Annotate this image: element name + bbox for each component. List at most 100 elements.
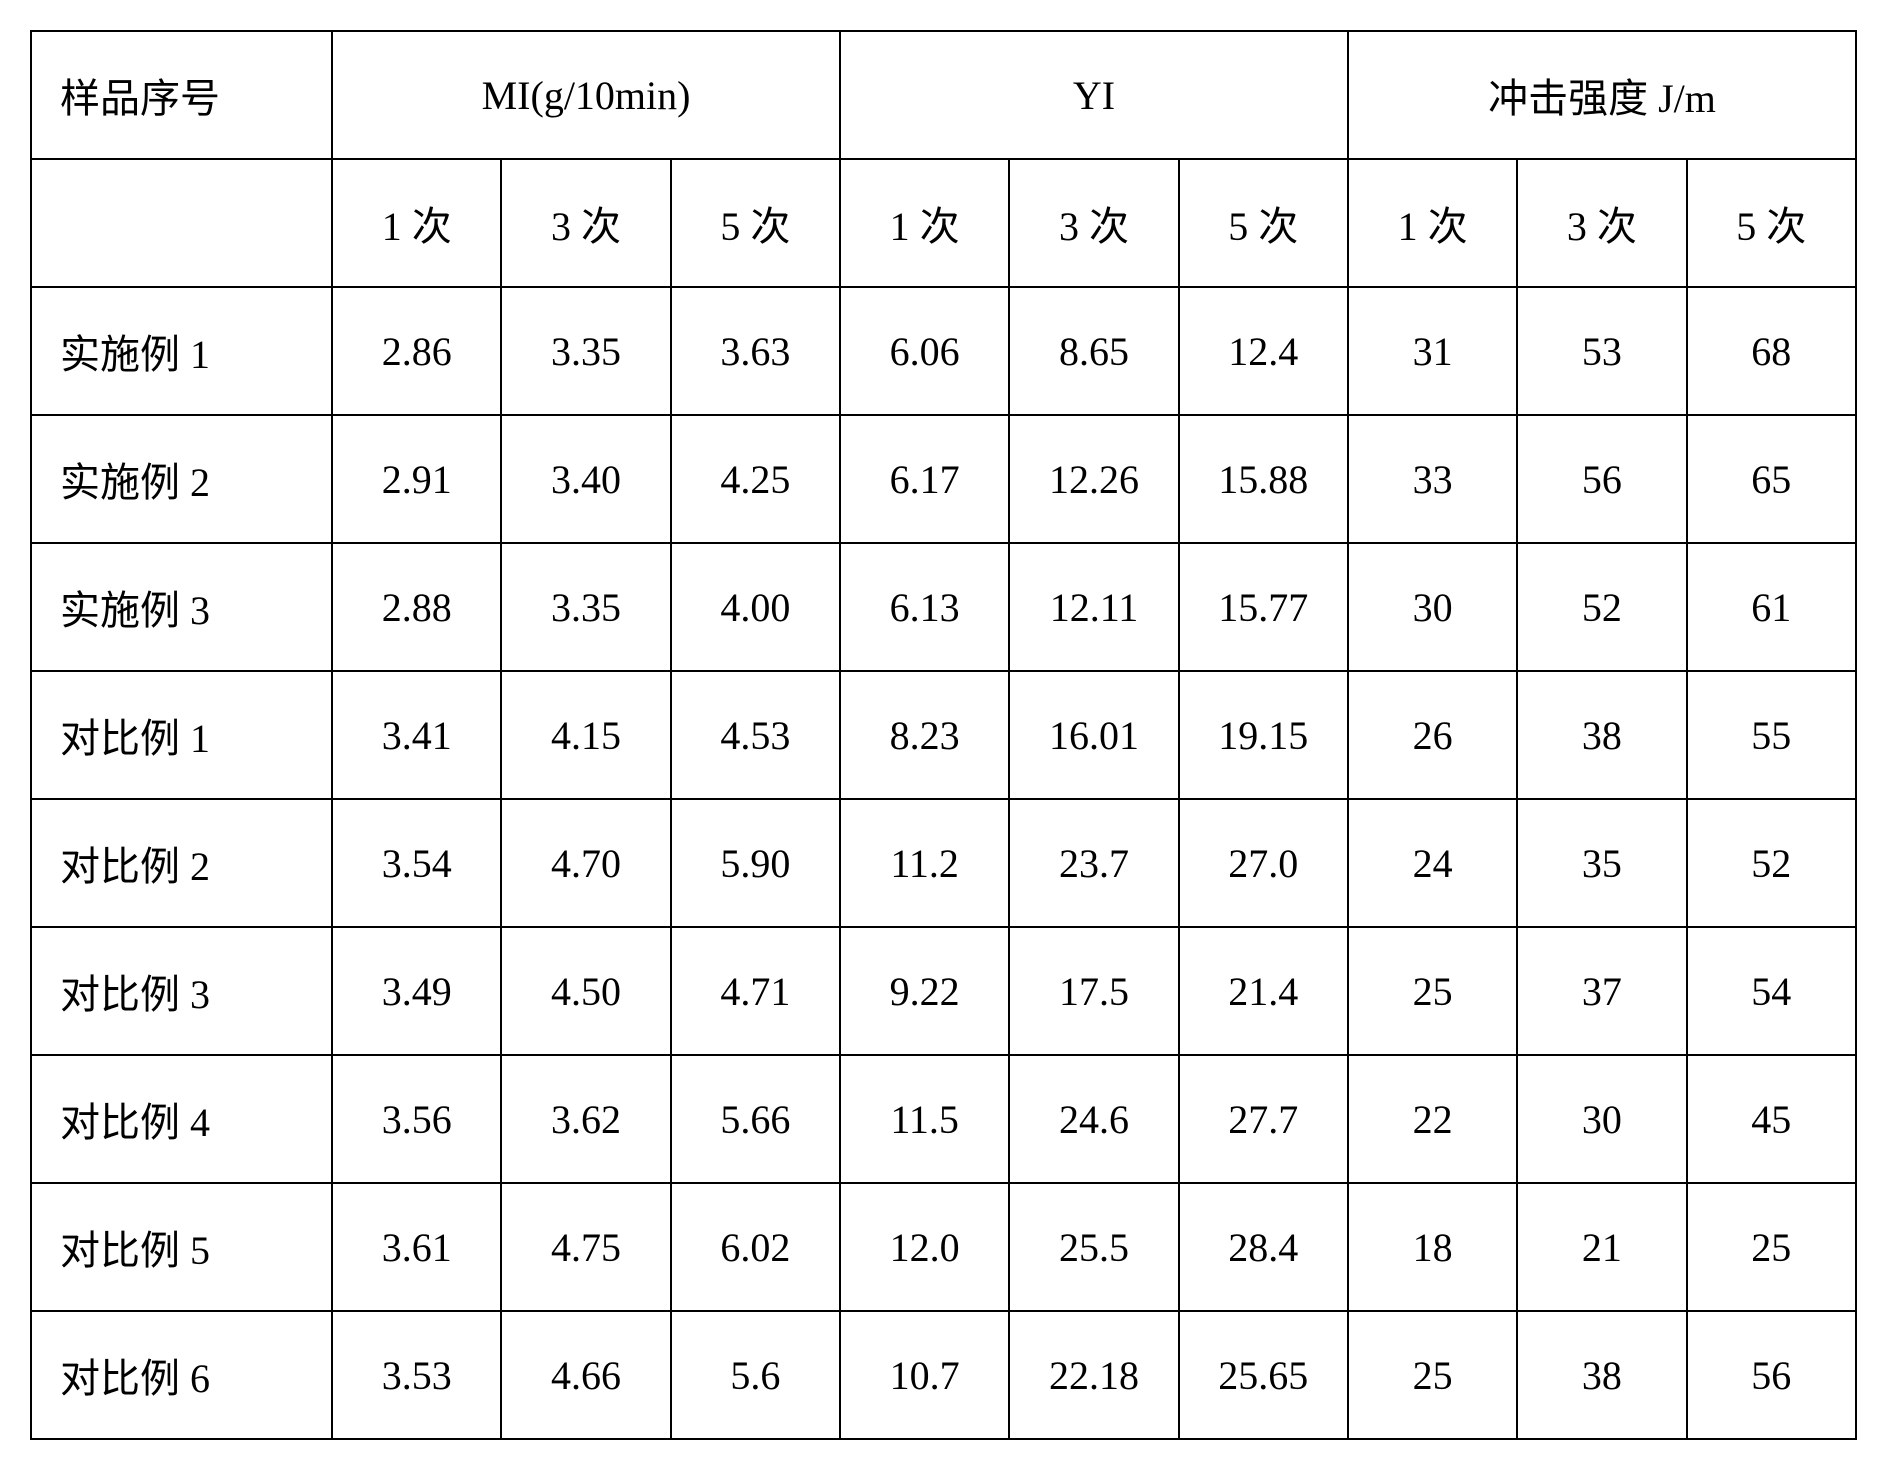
cell-impact: 31 [1348,287,1517,415]
subhead-impact-1: 1 次 [1348,159,1517,287]
cell-mi: 3.54 [332,799,501,927]
cell-yi: 12.4 [1179,287,1348,415]
table-row: 实施例 12.863.353.636.068.6512.4315368 [31,287,1856,415]
cell-mi: 3.53 [332,1311,501,1439]
cell-mi: 4.66 [501,1311,670,1439]
subhead-mi-5: 5 次 [671,159,840,287]
data-table: 样品序号 MI(g/10min) YI 冲击强度 J/m 1 次 3 次 5 次… [30,30,1857,1440]
cell-mi: 6.02 [671,1183,840,1311]
cell-impact: 52 [1517,543,1686,671]
col-header-mi: MI(g/10min) [332,31,840,159]
cell-yi: 22.18 [1009,1311,1178,1439]
cell-mi: 4.70 [501,799,670,927]
row-label: 对比例 3 [31,927,332,1055]
cell-yi: 25.65 [1179,1311,1348,1439]
table-row: 对比例 33.494.504.719.2217.521.4253754 [31,927,1856,1055]
row-label: 实施例 2 [31,415,332,543]
cell-mi: 2.86 [332,287,501,415]
cell-impact: 30 [1348,543,1517,671]
cell-mi: 3.62 [501,1055,670,1183]
cell-impact: 56 [1517,415,1686,543]
cell-mi: 4.53 [671,671,840,799]
cell-yi: 24.6 [1009,1055,1178,1183]
cell-impact: 52 [1687,799,1856,927]
cell-impact: 54 [1687,927,1856,1055]
col-header-yi: YI [840,31,1348,159]
cell-impact: 18 [1348,1183,1517,1311]
cell-yi: 12.0 [840,1183,1009,1311]
cell-yi: 12.11 [1009,543,1178,671]
cell-impact: 68 [1687,287,1856,415]
cell-yi: 19.15 [1179,671,1348,799]
cell-mi: 3.63 [671,287,840,415]
cell-mi: 2.91 [332,415,501,543]
cell-mi: 4.15 [501,671,670,799]
subhead-impact-5: 5 次 [1687,159,1856,287]
table-row: 实施例 22.913.404.256.1712.2615.88335665 [31,415,1856,543]
cell-yi: 27.0 [1179,799,1348,927]
col-header-sample-no: 样品序号 [31,31,332,159]
cell-yi: 8.65 [1009,287,1178,415]
cell-impact: 38 [1517,671,1686,799]
cell-impact: 25 [1687,1183,1856,1311]
cell-yi: 11.5 [840,1055,1009,1183]
cell-mi: 3.61 [332,1183,501,1311]
table-row: 对比例 53.614.756.0212.025.528.4182125 [31,1183,1856,1311]
cell-yi: 28.4 [1179,1183,1348,1311]
cell-yi: 21.4 [1179,927,1348,1055]
cell-yi: 17.5 [1009,927,1178,1055]
cell-mi: 5.66 [671,1055,840,1183]
row-label: 实施例 3 [31,543,332,671]
table-row: 对比例 63.534.665.610.722.1825.65253856 [31,1311,1856,1439]
header-row-groups: 样品序号 MI(g/10min) YI 冲击强度 J/m [31,31,1856,159]
row-label: 对比例 2 [31,799,332,927]
cell-mi: 4.00 [671,543,840,671]
cell-impact: 24 [1348,799,1517,927]
cell-yi: 15.88 [1179,415,1348,543]
cell-impact: 37 [1517,927,1686,1055]
header-row-sub: 1 次 3 次 5 次 1 次 3 次 5 次 1 次 3 次 5 次 [31,159,1856,287]
cell-impact: 26 [1348,671,1517,799]
table-row: 实施例 32.883.354.006.1312.1115.77305261 [31,543,1856,671]
cell-yi: 10.7 [840,1311,1009,1439]
cell-mi: 4.50 [501,927,670,1055]
cell-mi: 3.49 [332,927,501,1055]
cell-impact: 55 [1687,671,1856,799]
col-header-empty [31,159,332,287]
cell-impact: 38 [1517,1311,1686,1439]
cell-impact: 22 [1348,1055,1517,1183]
table-row: 对比例 13.414.154.538.2316.0119.15263855 [31,671,1856,799]
row-label: 对比例 4 [31,1055,332,1183]
cell-yi: 16.01 [1009,671,1178,799]
cell-mi: 3.35 [501,287,670,415]
cell-yi: 6.06 [840,287,1009,415]
cell-yi: 25.5 [1009,1183,1178,1311]
table-row: 对比例 23.544.705.9011.223.727.0243552 [31,799,1856,927]
cell-impact: 25 [1348,1311,1517,1439]
subhead-mi-1: 1 次 [332,159,501,287]
cell-mi: 4.25 [671,415,840,543]
cell-mi: 4.75 [501,1183,670,1311]
cell-mi: 3.41 [332,671,501,799]
cell-yi: 6.13 [840,543,1009,671]
cell-mi: 3.56 [332,1055,501,1183]
cell-mi: 3.40 [501,415,670,543]
subhead-impact-3: 3 次 [1517,159,1686,287]
cell-impact: 65 [1687,415,1856,543]
cell-mi: 5.6 [671,1311,840,1439]
row-label: 实施例 1 [31,287,332,415]
subhead-yi-5: 5 次 [1179,159,1348,287]
row-label: 对比例 1 [31,671,332,799]
table-body: 实施例 12.863.353.636.068.6512.4315368实施例 2… [31,287,1856,1439]
cell-yi: 9.22 [840,927,1009,1055]
subhead-mi-3: 3 次 [501,159,670,287]
cell-mi: 5.90 [671,799,840,927]
cell-yi: 23.7 [1009,799,1178,927]
cell-impact: 35 [1517,799,1686,927]
cell-mi: 2.88 [332,543,501,671]
table-row: 对比例 43.563.625.6611.524.627.7223045 [31,1055,1856,1183]
cell-yi: 6.17 [840,415,1009,543]
cell-mi: 4.71 [671,927,840,1055]
cell-impact: 56 [1687,1311,1856,1439]
row-label: 对比例 6 [31,1311,332,1439]
